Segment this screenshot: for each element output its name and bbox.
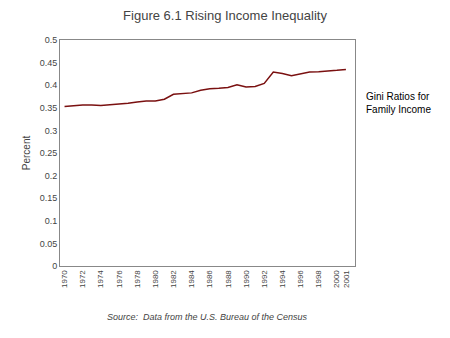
svg-text:0.1: 0.1 [45,216,58,226]
svg-text:1982: 1982 [169,270,178,288]
svg-text:Gini Ratios forFamily Income: Gini Ratios forFamily Income [366,91,431,115]
svg-text:1996: 1996 [296,270,305,288]
svg-text:0.3: 0.3 [45,126,58,136]
svg-text:1974: 1974 [96,270,105,288]
svg-text:0.5: 0.5 [45,35,58,45]
svg-text:1980: 1980 [151,270,160,288]
svg-text:1984: 1984 [187,270,196,288]
svg-text:1986: 1986 [205,270,214,288]
svg-text:2000: 2000 [332,270,341,288]
svg-text:0.05: 0.05 [40,239,58,249]
svg-text:1972: 1972 [78,270,87,288]
svg-text:0: 0 [52,261,57,271]
svg-text:0.4: 0.4 [45,80,58,90]
svg-text:0.35: 0.35 [40,103,58,113]
svg-text:1978: 1978 [133,270,142,288]
svg-text:1988: 1988 [224,270,233,288]
svg-text:Percent: Percent [21,136,32,171]
svg-text:1990: 1990 [242,270,251,288]
svg-text:0.45: 0.45 [40,58,58,68]
svg-text:0.15: 0.15 [40,193,58,203]
svg-text:1998: 1998 [314,270,323,288]
svg-text:0.25: 0.25 [40,148,58,158]
svg-text:Figure 6.1 Rising Income Inequ: Figure 6.1 Rising Income Inequality [123,8,327,23]
svg-text:1994: 1994 [278,270,287,288]
svg-text:1976: 1976 [115,270,124,288]
svg-text:Source: Data from the U.S. Bu: Source: Data from the U.S. Bureau of the… [107,312,308,322]
svg-text:2001: 2001 [342,270,351,288]
svg-text:1970: 1970 [60,270,69,288]
svg-text:1992: 1992 [260,270,269,288]
svg-text:0.2: 0.2 [45,171,58,181]
